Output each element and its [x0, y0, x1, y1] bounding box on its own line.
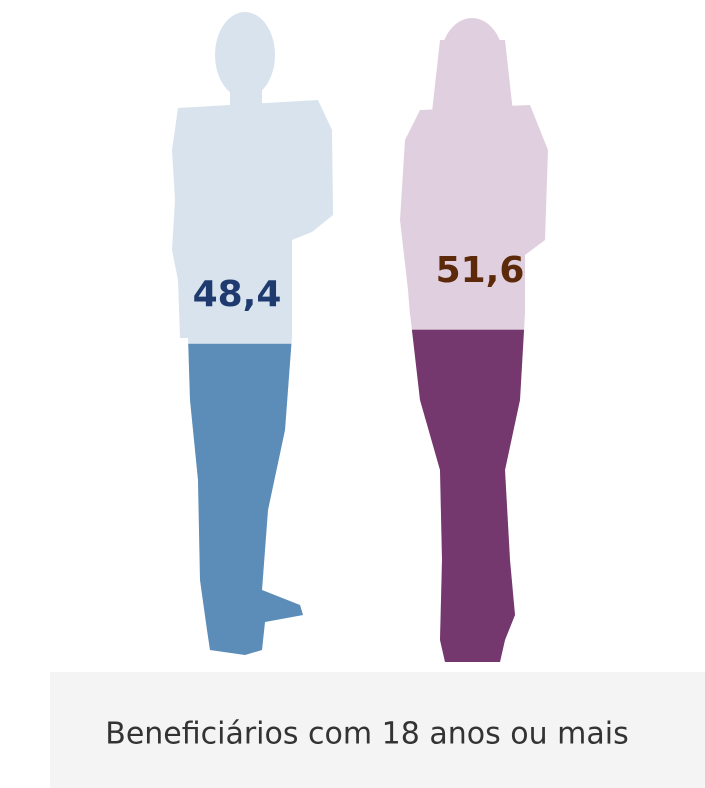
figure-fill — [160, 344, 350, 660]
chart: Beneficiários com 18 anos ou mais 48,4 51… — [0, 0, 705, 788]
figures — [160, 7, 555, 667]
figure-fill — [395, 330, 555, 667]
caption: Beneficiários com 18 anos ou mais — [105, 717, 629, 752]
figure — [395, 13, 555, 667]
value-label: 48,4 — [193, 274, 282, 315]
value-label: 51,6 — [436, 250, 525, 291]
figure — [160, 7, 350, 660]
